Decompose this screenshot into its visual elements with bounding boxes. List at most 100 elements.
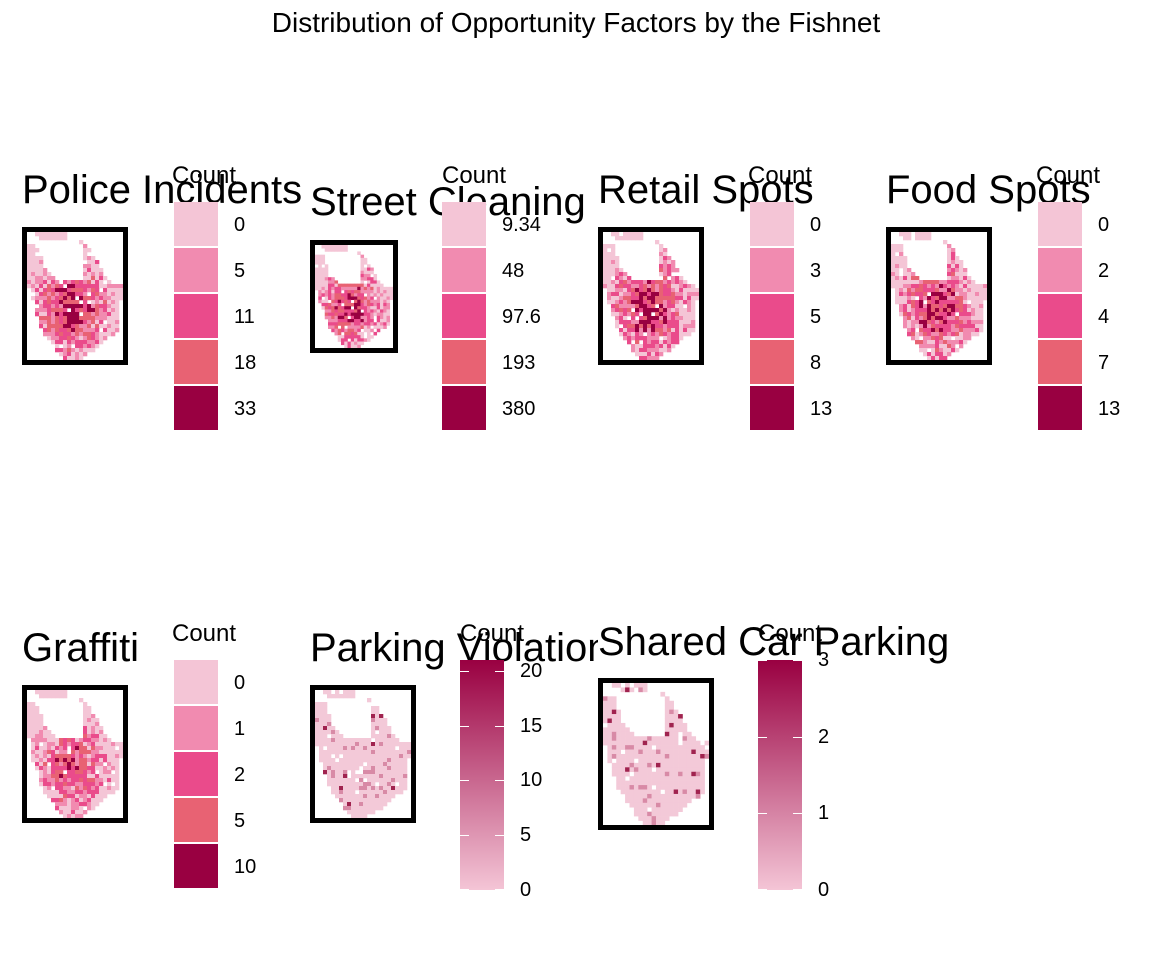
fishnet-cell xyxy=(31,706,36,711)
fishnet-cell xyxy=(616,767,621,773)
fishnet-cell xyxy=(319,702,324,707)
panel-title: Police Incidents xyxy=(22,168,303,212)
fishnet-cell xyxy=(91,774,96,779)
fishnet-cell xyxy=(107,774,112,779)
fishnet-cell xyxy=(87,288,92,293)
fishnet-cell xyxy=(335,742,340,747)
fishnet-cell xyxy=(351,810,356,815)
fishnet-cell xyxy=(95,324,100,329)
legend-key-label: 1 xyxy=(234,718,246,740)
fishnet-cell xyxy=(903,256,908,261)
fishnet-cell xyxy=(75,340,80,345)
fishnet-cell xyxy=(47,296,52,301)
fishnet-cell xyxy=(380,312,384,317)
fishnet-cell xyxy=(959,344,964,349)
fishnet-cell xyxy=(95,344,100,349)
fishnet-cell xyxy=(620,776,626,781)
fishnet-cell xyxy=(643,292,648,297)
fishnet-cell xyxy=(47,794,52,799)
fishnet-cell xyxy=(339,786,344,791)
fishnet-cell xyxy=(911,336,916,341)
fishnet-cell xyxy=(615,292,620,297)
fishnet-cell xyxy=(99,284,104,289)
fishnet-cell xyxy=(669,709,674,715)
fishnet-cell xyxy=(686,776,692,781)
fishnet-cell xyxy=(915,312,920,317)
fishnet-cell xyxy=(895,300,900,305)
fishnet-cell xyxy=(83,742,88,747)
fishnet-cell xyxy=(111,292,116,297)
fishnet-cell xyxy=(324,264,329,268)
fishnet-cell xyxy=(939,348,944,353)
fishnet-cell xyxy=(671,300,676,305)
fishnet-cell xyxy=(370,302,374,307)
legend-key-swatch xyxy=(174,386,218,430)
fishnet-cell xyxy=(979,300,984,305)
fishnet-cell xyxy=(639,320,644,325)
fishnet-cell xyxy=(319,750,324,755)
fishnet-cell xyxy=(321,302,326,307)
fishnet-cell xyxy=(91,340,96,345)
fishnet-cell xyxy=(975,308,980,313)
fishnet-cell xyxy=(704,754,709,759)
fishnet-cell xyxy=(620,758,626,764)
fishnet-cell xyxy=(919,304,924,309)
fishnet-cell xyxy=(380,315,384,320)
fishnet-cell xyxy=(907,324,912,329)
fishnet-map xyxy=(310,685,416,823)
fishnet-cell xyxy=(35,272,40,277)
fishnet-cell xyxy=(83,710,88,715)
fishnet-cell xyxy=(691,785,697,790)
legend-key-swatch xyxy=(1038,202,1082,246)
fishnet-cell xyxy=(627,332,632,337)
fishnet-cell xyxy=(327,782,332,787)
fishnet-cell xyxy=(319,734,324,739)
fishnet-cell xyxy=(357,290,361,294)
fishnet-cell xyxy=(971,280,976,285)
fishnet-cell xyxy=(639,288,644,293)
fishnet-cell xyxy=(35,308,40,313)
fishnet-cell xyxy=(79,794,84,799)
fishnet-cell xyxy=(55,236,60,241)
fishnet-cell xyxy=(103,734,108,739)
fishnet-cell xyxy=(686,745,692,750)
fishnet-cell xyxy=(95,320,100,325)
fishnet-cell xyxy=(59,738,64,743)
fishnet-cell xyxy=(651,740,657,746)
fishnet-cell xyxy=(59,232,64,237)
fishnet-cell xyxy=(907,312,912,317)
fishnet-cell xyxy=(911,300,916,305)
fishnet-cell xyxy=(363,296,368,301)
fishnet-cell xyxy=(673,807,679,812)
fishnet-cell xyxy=(939,324,944,329)
fishnet-cell xyxy=(651,754,657,759)
fishnet-cell xyxy=(373,302,378,307)
fishnet-cell xyxy=(639,300,644,305)
fishnet-cell xyxy=(91,300,96,305)
fishnet-cell xyxy=(383,798,388,803)
fishnet-cell xyxy=(360,277,365,281)
fishnet-cell xyxy=(323,734,328,739)
fishnet-cell xyxy=(619,272,624,277)
fishnet-cell xyxy=(935,296,940,301)
fishnet-cell xyxy=(367,762,372,767)
fishnet-cell xyxy=(627,232,632,237)
fishnet-cell xyxy=(691,300,696,305)
fishnet-cell xyxy=(71,794,76,799)
fishnet-cell xyxy=(59,742,64,747)
fishnet-cell xyxy=(616,754,621,759)
fishnet-cell xyxy=(75,292,80,297)
fishnet-cell xyxy=(691,320,696,325)
fishnet-cell xyxy=(359,738,364,743)
colorbar-tick-mark xyxy=(758,736,767,738)
fishnet-cell xyxy=(671,312,676,317)
fishnet-cell xyxy=(660,754,666,759)
fishnet-cell xyxy=(395,750,400,755)
fishnet-cell xyxy=(675,316,680,321)
fishnet-cell xyxy=(931,300,936,305)
colorbar-tick-mark xyxy=(460,725,469,727)
fishnet-cell xyxy=(318,270,322,275)
fishnet-cell xyxy=(376,309,381,313)
fishnet-cell xyxy=(903,320,908,325)
fishnet-cell xyxy=(355,798,360,803)
